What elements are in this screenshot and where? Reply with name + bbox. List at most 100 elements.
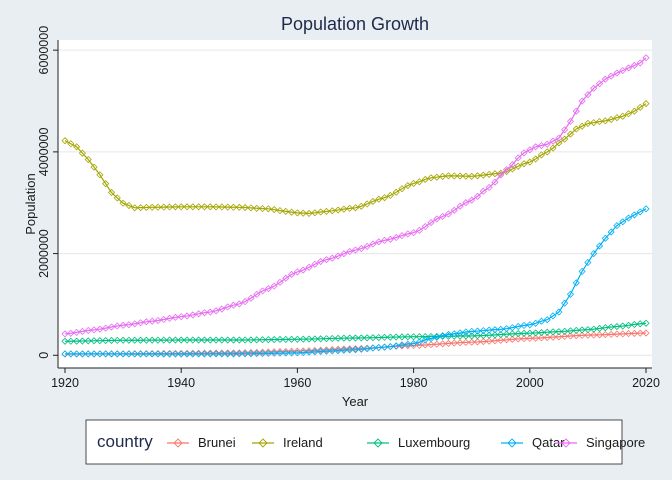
- point-singapore-1956: [270, 282, 278, 290]
- point-qatar-2000: [526, 321, 534, 329]
- x-tick-label-5: 2020: [632, 376, 660, 390]
- point-ireland-1974: [375, 195, 383, 203]
- point-brunei-1983: [427, 341, 435, 349]
- point-ireland-1992: [479, 171, 487, 179]
- point-luxembourg-1975: [380, 333, 389, 341]
- point-qatar-1962: [305, 348, 313, 356]
- point-qatar-1959: [288, 349, 296, 357]
- point-ireland-1987: [450, 172, 458, 180]
- point-singapore-2009: [578, 97, 586, 105]
- point-qatar-1956: [270, 349, 278, 357]
- point-luxembourg-2001: [532, 329, 540, 337]
- point-ireland-2003: [543, 148, 551, 156]
- point-qatar-1946: [212, 350, 220, 358]
- point-luxembourg-2010: [584, 326, 592, 334]
- point-ireland-2018: [630, 107, 638, 115]
- point-singapore-1943: [195, 310, 203, 318]
- point-brunei-1967: [334, 345, 342, 353]
- legend-swatch-marker-ireland: [258, 438, 268, 448]
- legend-items: Brunei Ireland Luxembourg Qatar Singapore: [167, 435, 645, 450]
- point-qatar-2018: [630, 211, 638, 219]
- point-ireland-1997: [508, 165, 516, 173]
- point-singapore-1954: [258, 287, 267, 295]
- point-singapore-1952: [247, 294, 255, 302]
- point-ireland-1946: [212, 203, 220, 211]
- point-brunei-2018: [630, 329, 638, 337]
- point-ireland-1991: [473, 172, 482, 180]
- point-brunei-1954: [258, 348, 267, 356]
- point-brunei-1950: [235, 349, 243, 357]
- point-brunei-1955: [264, 348, 272, 356]
- point-luxembourg-1932: [131, 336, 139, 344]
- point-qatar-1958: [282, 349, 290, 357]
- point-luxembourg-1974: [375, 333, 383, 342]
- point-singapore-1977: [392, 233, 400, 242]
- point-ireland-1972: [363, 200, 371, 208]
- point-luxembourg-1976: [386, 333, 394, 341]
- point-brunei-2020: [642, 329, 650, 337]
- point-luxembourg-1978: [398, 333, 406, 341]
- point-qatar-1985: [439, 332, 447, 340]
- point-luxembourg-1959: [288, 335, 296, 343]
- point-ireland-2015: [613, 114, 621, 122]
- point-singapore-1935: [148, 317, 156, 325]
- point-brunei-1957: [276, 347, 284, 356]
- point-qatar-1941: [183, 350, 191, 358]
- point-brunei-1943: [195, 349, 203, 357]
- point-luxembourg-1999: [520, 329, 528, 337]
- point-brunei-2004: [549, 333, 557, 341]
- point-luxembourg-1930: [119, 336, 127, 344]
- point-ireland-1980: [410, 179, 418, 187]
- point-brunei-1958: [282, 347, 290, 355]
- point-singapore-1944: [200, 309, 209, 317]
- point-ireland-1933: [136, 204, 145, 212]
- point-luxembourg-1954: [258, 336, 267, 344]
- point-brunei-2011: [590, 331, 598, 339]
- point-luxembourg-1925: [90, 337, 98, 345]
- point-qatar-1994: [491, 326, 499, 334]
- point-qatar-1965: [322, 347, 331, 355]
- point-ireland-1986: [444, 172, 453, 180]
- point-qatar-1967: [334, 347, 342, 355]
- chart-title: Population Growth: [281, 14, 429, 34]
- point-luxembourg-1994: [491, 331, 499, 339]
- point-ireland-1948: [224, 203, 232, 211]
- point-brunei-2002: [537, 334, 545, 342]
- point-singapore-1994: [491, 178, 499, 186]
- point-ireland-1949: [229, 203, 238, 211]
- point-ireland-1999: [520, 160, 528, 168]
- point-singapore-1939: [171, 313, 179, 321]
- point-ireland-2002: [537, 151, 545, 159]
- point-luxembourg-1984: [433, 332, 441, 341]
- point-singapore-1938: [166, 314, 174, 322]
- point-qatar-1954: [258, 349, 267, 358]
- point-qatar-1957: [276, 349, 284, 357]
- point-luxembourg-1965: [322, 335, 331, 343]
- point-luxembourg-2020: [642, 319, 650, 327]
- point-brunei-1939: [171, 349, 179, 357]
- point-qatar-2002: [537, 317, 545, 325]
- point-ireland-1966: [328, 207, 336, 215]
- point-qatar-1995: [497, 325, 505, 333]
- point-singapore-2005: [555, 134, 563, 142]
- series-qatar: [61, 205, 650, 358]
- point-luxembourg-2008: [572, 326, 580, 334]
- point-luxembourg-1991: [473, 332, 482, 340]
- point-ireland-1952: [247, 204, 255, 212]
- point-qatar-1993: [485, 326, 493, 334]
- point-singapore-1962: [305, 263, 313, 271]
- point-ireland-2012: [595, 118, 604, 126]
- legend-swatch-marker-brunei: [173, 438, 183, 448]
- point-qatar-2014: [607, 228, 615, 236]
- point-qatar-1929: [113, 350, 121, 358]
- point-qatar-1964: [317, 347, 325, 356]
- point-singapore-1992: [479, 187, 487, 195]
- point-ireland-1978: [398, 185, 406, 193]
- point-luxembourg-1988: [456, 332, 464, 340]
- point-qatar-1922: [73, 350, 81, 358]
- point-singapore-1927: [102, 324, 110, 332]
- point-qatar-1976: [386, 343, 394, 351]
- point-brunei-1999: [520, 335, 528, 343]
- point-qatar-1969: [346, 346, 354, 354]
- point-singapore-1975: [380, 236, 389, 244]
